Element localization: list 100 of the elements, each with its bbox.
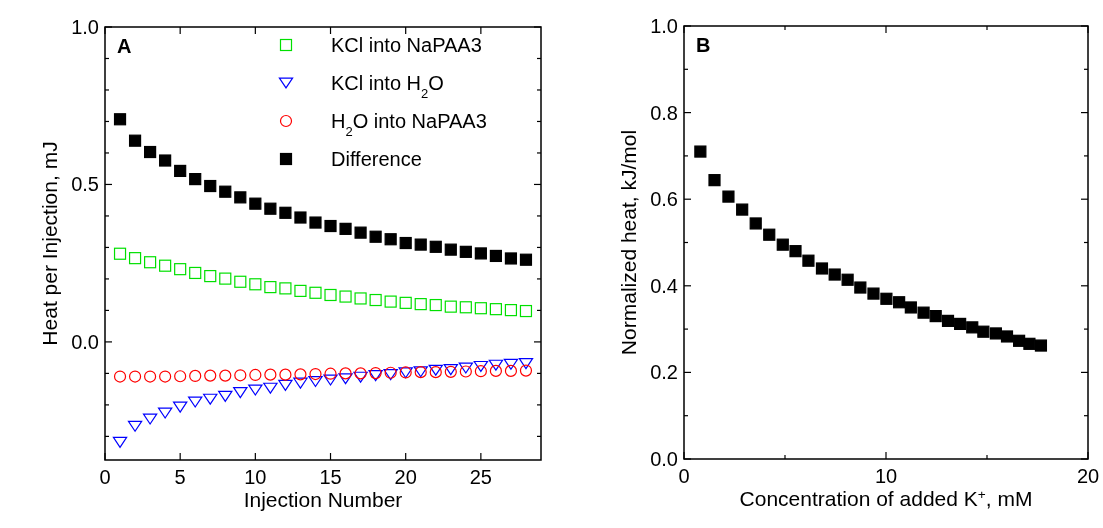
point (204, 269, 217, 283)
point (204, 179, 217, 193)
point (966, 321, 979, 334)
point (854, 281, 867, 294)
point (324, 219, 337, 233)
point (353, 371, 368, 383)
point (159, 259, 172, 272)
point (189, 173, 202, 186)
point (776, 238, 789, 251)
x-axis-title: Injection Number (243, 488, 403, 511)
point (904, 301, 917, 314)
point (828, 268, 841, 281)
point (144, 256, 157, 269)
point (459, 245, 472, 258)
point (694, 145, 707, 158)
point (264, 281, 277, 294)
point (369, 230, 382, 243)
point (219, 272, 232, 285)
point (802, 254, 815, 267)
point (324, 288, 337, 302)
point (354, 226, 367, 239)
point (473, 360, 489, 373)
point (917, 306, 930, 319)
point (384, 295, 397, 308)
y-axis-title: Normalized heat, kJ/mol (617, 129, 640, 356)
point (444, 243, 457, 256)
x-tick-label: 0 (678, 465, 690, 487)
point (204, 369, 217, 382)
point (248, 384, 263, 396)
point (489, 303, 502, 316)
point (189, 266, 202, 280)
point (264, 368, 277, 381)
point (458, 362, 474, 374)
point (444, 300, 457, 313)
point (308, 376, 323, 388)
point (128, 370, 142, 383)
y-tick-label: 0.8 (650, 101, 678, 124)
x-tick-label: 20 (394, 466, 417, 488)
y-tick-label: 1.0 (71, 16, 99, 38)
point (174, 263, 187, 276)
point (736, 203, 749, 216)
point (399, 296, 412, 309)
point (841, 273, 854, 286)
y-axis-title: Heat per Injection, mJ (38, 141, 61, 346)
legend-label: KCl into H$_{2}$O (331, 72, 444, 101)
point (172, 401, 188, 413)
point (234, 275, 247, 288)
legend-label: H$_{2}$O into NaPAA3 (331, 110, 487, 139)
point (309, 286, 322, 299)
point (519, 364, 533, 377)
point (708, 174, 721, 187)
point (384, 233, 397, 246)
point (504, 364, 518, 377)
y-tick-label: 0.2 (650, 361, 678, 384)
point (459, 301, 472, 314)
point (294, 284, 307, 297)
point (249, 197, 262, 210)
point (749, 217, 762, 230)
point (815, 262, 829, 275)
point (474, 365, 487, 378)
point (519, 253, 533, 266)
point (722, 190, 735, 203)
point (867, 287, 880, 300)
point (519, 304, 533, 318)
point (309, 216, 322, 229)
point (880, 292, 893, 305)
legend-label: Difference (331, 148, 422, 170)
point (264, 202, 277, 215)
point (233, 387, 248, 399)
point (414, 298, 427, 311)
point (278, 379, 293, 391)
point (279, 282, 292, 295)
point (323, 374, 338, 386)
x-tick-label: 15 (319, 466, 342, 488)
x-axis-title: Concentration of added K$^{+}$, mM (739, 486, 1033, 510)
point (504, 304, 518, 317)
point (503, 358, 519, 370)
point (429, 240, 442, 253)
point (1023, 337, 1036, 350)
point (113, 247, 127, 260)
point (279, 206, 292, 219)
point (789, 245, 802, 258)
y-tick-label: 1.0 (650, 15, 678, 37)
point (488, 359, 504, 371)
x-tick-label: 5 (174, 466, 186, 488)
point (144, 145, 157, 159)
point (338, 373, 353, 385)
point (189, 369, 202, 383)
point (113, 113, 127, 126)
x-tick-label: 10 (244, 466, 267, 488)
legend-label: KCl into NaPAA3 (331, 34, 482, 56)
point (489, 364, 502, 377)
point (294, 211, 307, 224)
point (159, 154, 172, 167)
point (339, 290, 352, 303)
point (518, 358, 534, 370)
point (763, 228, 776, 241)
point (474, 247, 487, 260)
point (127, 420, 143, 432)
point (219, 369, 232, 382)
